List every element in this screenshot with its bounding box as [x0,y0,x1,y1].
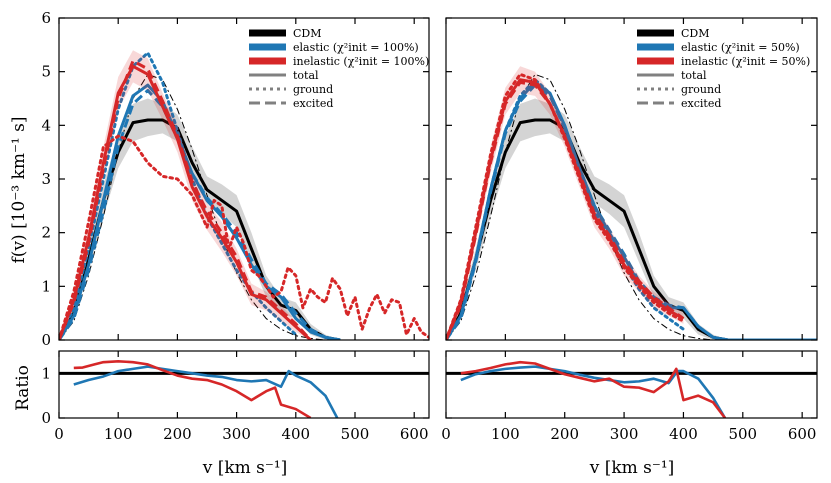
y-tick-label: 5 [41,63,51,81]
series-elastic-excited [446,83,729,340]
ratio-plot-area [59,359,429,418]
main-plot-area [59,50,429,340]
x-axis-label-left: v [km s⁻¹] [202,458,288,478]
ratio-elastic-ratio [73,365,339,418]
legend-label: CDM [681,27,710,40]
x-tick-label: 400 [669,425,698,443]
x-tick-label: 600 [400,425,429,443]
legend-label: ground [293,83,333,96]
ratio-axes-frame [58,350,430,419]
y-tick-label: 6 [41,9,51,27]
legend-label: total [681,69,707,82]
x-tick-label: 200 [163,425,192,443]
series-inelastic-ground [59,134,429,340]
series-inelastic-ground [446,72,685,340]
legend-label: elastic (χ²init = 100%) [293,41,419,54]
ratio-y-tick-label: 0 [41,409,51,427]
ratio-axis-label: Ratio [13,365,33,411]
ratio-inelastic-ratio [73,359,312,418]
y-tick-label: 3 [41,170,51,188]
series-elastic-excited [59,88,341,340]
ratio-y-tick-label: 1 [41,364,51,382]
x-tick-label: 600 [788,425,817,443]
x-tick-label: 500 [728,425,757,443]
legend-label: total [293,69,319,82]
y-tick-label: 0 [41,331,51,349]
x-tick-label: 100 [491,425,520,443]
series-inelastic-band [446,66,684,340]
x-tick-label: 300 [610,425,639,443]
x-axis-label-right: v [km s⁻¹] [589,458,675,478]
x-tick-label: 500 [341,425,370,443]
x-tick-label: 300 [222,425,251,443]
legend-label: excited [681,97,721,110]
series-cdm-total [446,118,729,340]
x-tick-label: 200 [550,425,579,443]
y-axis-label: f(v) [10⁻³ km⁻¹ s] [9,117,29,264]
ratio-inelastic-ratio [460,360,727,418]
ratio-plot-area [446,360,817,418]
legend-label: ground [681,83,721,96]
y-tick-label: 4 [41,116,51,134]
legend-label: excited [293,97,333,110]
x-tick-label: 100 [104,425,133,443]
x-tick-label: 0 [54,425,64,443]
main-plot-area [446,66,817,340]
legend-label: inelastic (χ²init = 100%) [293,55,429,68]
legend-label: CDM [293,27,322,40]
legend-label: inelastic (χ²init = 50%) [681,55,810,68]
ratio-axes-frame [445,350,818,419]
y-tick-label: 1 [41,277,51,295]
x-tick-label: 400 [281,425,310,443]
x-tick-label: 0 [441,425,451,443]
series-cdm-band [446,98,728,340]
series-inelastic-excited [446,80,685,340]
legend-label: elastic (χ²init = 50%) [681,41,800,54]
series-inelastic-band [59,50,311,340]
y-tick-label: 2 [41,224,51,242]
